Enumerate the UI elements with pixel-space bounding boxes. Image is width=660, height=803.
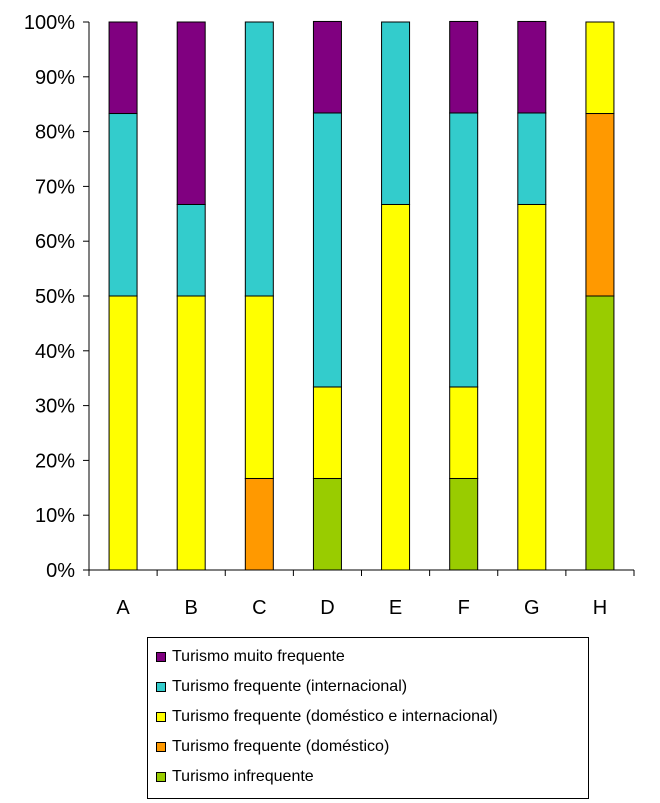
bar-segment (381, 203, 411, 571)
x-tick-label: F (458, 597, 470, 619)
bar-segment (108, 21, 138, 115)
bar-segment (176, 295, 206, 571)
bar-segment (176, 203, 206, 297)
bar-segment (449, 386, 479, 479)
x-tick-label: C (252, 597, 266, 619)
y-tick-label: 90% (35, 67, 75, 89)
bar-segment (449, 112, 479, 388)
bar-segment (108, 113, 138, 297)
bar-segment (244, 295, 274, 479)
stacked-bar-chart: 0% 10% 20% 30% 40% 50% 60% 70% 80% 90% 100% A B C D E F G… (24, 12, 635, 619)
legend-item: Turismo frequente (doméstico e internaci… (156, 707, 498, 727)
bar-segment (585, 21, 615, 115)
y-tick-label: 50% (35, 286, 75, 308)
bar-segment (517, 112, 547, 205)
y-tick-label: 70% (35, 176, 75, 198)
x-tick-label: A (116, 597, 130, 619)
legend-item: Turismo infrequente (156, 767, 314, 787)
y-tick-label: 20% (35, 450, 75, 472)
legend-item: Turismo frequente (doméstico) (156, 737, 389, 757)
bar-segment (517, 20, 547, 114)
bar-segment (517, 203, 547, 571)
chart-legend: Turismo muito frequente Turismo frequente… (147, 637, 589, 799)
y-tick-label: 0% (46, 560, 75, 582)
y-tick-label: 40% (35, 341, 75, 363)
x-tick-label: E (389, 597, 402, 619)
legend-label: Turismo muito frequente (172, 648, 345, 665)
bar-segment (449, 20, 479, 114)
x-tick-label: G (524, 597, 540, 619)
legend-swatch (156, 652, 166, 662)
bar-segment (176, 21, 206, 205)
bar-segment (108, 295, 138, 571)
y-tick-label: 10% (35, 505, 75, 527)
x-tick-label: B (185, 597, 198, 619)
y-tick-label: 80% (35, 122, 75, 144)
legend-swatch (156, 712, 166, 722)
bar-segment (381, 21, 411, 205)
bar-segment (449, 477, 479, 571)
bar-segment (312, 477, 342, 571)
legend-label: Turismo frequente (doméstico e internaci… (172, 708, 498, 725)
x-tick-label: D (320, 597, 334, 619)
bar-segment (585, 113, 615, 297)
x-tick-label: H (593, 597, 607, 619)
bar-segment (312, 20, 342, 114)
y-tick-label: 100% (24, 12, 75, 34)
y-tick-label: 30% (35, 396, 75, 418)
legend-item: Turismo muito frequente (156, 647, 345, 667)
legend-swatch (156, 772, 166, 782)
legend-item: Turismo frequente (internacional) (156, 677, 407, 697)
legend-swatch (156, 682, 166, 692)
legend-label: Turismo frequente (doméstico) (172, 738, 390, 755)
legend-label: Turismo infrequente (172, 768, 314, 785)
bar-segment (585, 295, 615, 571)
bar-segment (244, 21, 274, 297)
legend-swatch (156, 742, 166, 752)
y-tick-label: 60% (35, 231, 75, 253)
legend-label: Turismo frequente (internacional) (172, 678, 408, 695)
bar-segment (312, 386, 342, 479)
bar-segment (312, 112, 342, 388)
bar-segment (244, 477, 274, 571)
